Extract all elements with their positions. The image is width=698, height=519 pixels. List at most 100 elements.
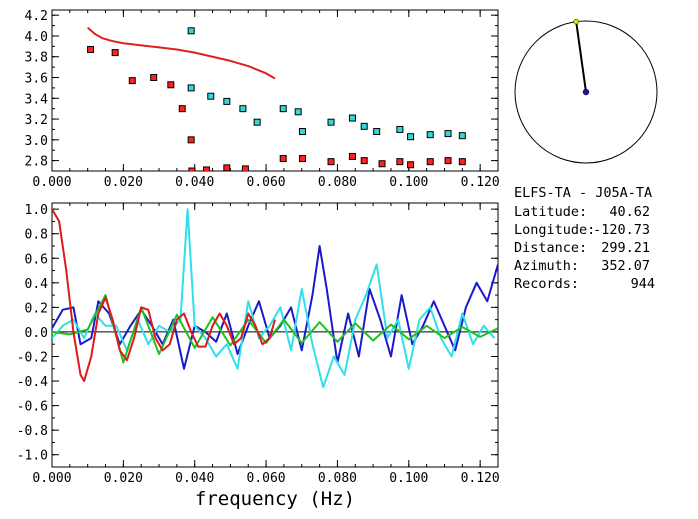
top-series-1-point: [426, 131, 434, 139]
top-series-0-point: [327, 158, 335, 166]
top-y-tick-label: 4.0: [25, 30, 48, 45]
top-series-1-point: [360, 122, 368, 130]
top-x-tick-label: 0.020: [104, 175, 143, 190]
top-series-0-point: [426, 158, 434, 166]
bottom-x-tick-label: 0.000: [32, 471, 71, 486]
top-series-0-point: [396, 158, 404, 166]
bottom-x-tick-label: 0.080: [318, 471, 357, 486]
top-series-0-point: [444, 157, 452, 165]
compass-ring: [514, 20, 658, 164]
bottom-y-tick-label: 0.8: [25, 228, 48, 243]
bottom-y-tick-label: -0.2: [17, 350, 48, 365]
top-series-1-point: [373, 128, 381, 136]
bottom-y-tick-label: 1.0: [25, 203, 48, 218]
bottom-y-tick-label: 0.0: [25, 326, 48, 341]
top-series-0-point: [348, 152, 356, 160]
top-series-1-point: [294, 108, 302, 116]
top-x-tick-label: 0.040: [175, 175, 214, 190]
latitude-label: Latitude:: [514, 204, 587, 220]
bottom-chart: 0.000 0.020 0.040 0.060 0.080 0.100 0.120 1.0 0.…: [17, 202, 500, 510]
azimuth-compass: [514, 18, 658, 164]
bottom-y-tick-label: -0.6: [17, 400, 48, 415]
top-series-1-point: [298, 128, 306, 136]
bottom-x-tick-label: 0.040: [175, 471, 214, 486]
top-frame: [51, 9, 499, 172]
top-series-1-point: [239, 105, 247, 113]
distance-label: Distance:: [514, 240, 587, 256]
top-x-tick-label: 0.100: [389, 175, 428, 190]
top-x-tick-label: 0.060: [247, 175, 286, 190]
top-series-1-point: [348, 114, 356, 122]
top-chart: 0.000 0.020 0.040 0.060 0.080 0.100 0.120 2.8 3.…: [25, 9, 500, 190]
top-series-0-point: [458, 158, 466, 166]
top-y-tick-label: 3.4: [25, 92, 49, 107]
distance-value: 299.21: [601, 240, 650, 256]
bottom-x-tick-label: 0.100: [389, 471, 428, 486]
top-series-0-point: [167, 81, 175, 89]
top-y-tick-label: 3.8: [25, 51, 48, 66]
longitude-value: -120.73: [593, 222, 650, 238]
top-series-0-point: [188, 167, 196, 171]
top-x-tick-label: 0.120: [461, 175, 500, 190]
top-series-0-point: [128, 77, 136, 85]
bottom-frame: [51, 202, 499, 468]
top-series-0-point: [187, 136, 195, 144]
top-series-0-point: [407, 161, 415, 169]
bottom-x-tick-label: 0.020: [104, 471, 143, 486]
top-series-0-point: [279, 155, 287, 163]
top-x-tick-label: 0.000: [32, 175, 71, 190]
top-x-tick-label: 0.080: [318, 175, 357, 190]
top-series-1-point: [396, 125, 404, 133]
receiver-dot: [582, 88, 590, 96]
bottom-series-2-line: [52, 294, 498, 364]
bottom-plot-area: [52, 208, 498, 389]
bottom-y-tick-label: 0.6: [25, 252, 48, 267]
top-series-1-point: [187, 84, 195, 92]
source-dot: [573, 18, 579, 25]
bottom-y-tick-label: 0.2: [25, 301, 48, 316]
top-series-0-point: [223, 164, 231, 171]
longitude-label: Longitude:: [514, 222, 595, 238]
station-title: ELFS-TA - J05A-TA: [514, 185, 652, 201]
bottom-series-1-line: [52, 208, 496, 389]
azimuth-needle: [575, 21, 587, 93]
top-series-1-point: [223, 97, 231, 105]
bottom-x-tick-label: 0.120: [461, 471, 500, 486]
azimuth-value: 352.07: [601, 258, 650, 274]
bottom-x-tick-label: 0.060: [247, 471, 286, 486]
bottom-y-tick-label: -1.0: [17, 449, 48, 464]
bottom-y-tick-label: -0.8: [17, 424, 48, 439]
top-series-1-point: [187, 27, 195, 35]
top-y-tick-label: 3.6: [25, 72, 48, 87]
top-series-1-point: [207, 92, 215, 100]
top-series-0-point: [378, 160, 386, 168]
records-label: Records:: [514, 276, 579, 292]
top-series-2-line: [87, 26, 276, 80]
records-value: 944: [631, 276, 655, 292]
top-series-1-point: [407, 133, 415, 141]
top-series-0-point: [360, 157, 368, 165]
bottom-series-3-line: [52, 208, 276, 383]
top-series-0-point: [87, 45, 95, 53]
top-plot-area: [87, 26, 466, 171]
top-series-0-point: [202, 166, 210, 171]
top-series-1-point: [444, 130, 452, 138]
top-y-tick-label: 3.0: [25, 134, 48, 149]
top-y-tick-label: 2.8: [25, 155, 48, 170]
top-series-0-point: [241, 165, 249, 171]
top-series-0-point: [111, 49, 119, 57]
bottom-y-tick-label: 0.4: [25, 277, 49, 292]
top-series-0-point: [298, 155, 306, 163]
top-series-1-point: [458, 132, 466, 140]
top-series-0-point: [150, 74, 158, 82]
azimuth-label: Azimuth:: [514, 258, 579, 274]
bottom-x-axis-title: frequency (Hz): [195, 488, 355, 510]
bottom-y-tick-label: -0.4: [17, 375, 48, 390]
top-series-1-point: [253, 118, 261, 126]
top-series-1-point: [279, 105, 287, 113]
station-info: ELFS-TA - J05A-TA Latitude: 40.62 Longit…: [514, 185, 655, 292]
top-y-tick-label: 4.2: [25, 9, 48, 24]
top-series-0-point: [178, 105, 186, 113]
top-series-1-point: [327, 118, 335, 126]
